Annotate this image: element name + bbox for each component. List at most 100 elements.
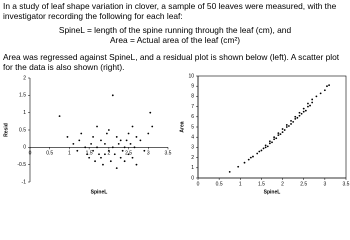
- y-tick-label: 9: [191, 84, 194, 90]
- data-point: [281, 128, 284, 130]
- data-point: [115, 167, 118, 170]
- definition: SpineL = length of the spine running thr…: [58, 25, 292, 35]
- data-point: [149, 111, 152, 114]
- data-point: [319, 92, 322, 95]
- data-point: [273, 136, 276, 139]
- data-point: [80, 132, 83, 135]
- y-tick-label: 5: [191, 124, 194, 130]
- y-tick-label: -1: [22, 179, 27, 185]
- data-point: [277, 132, 280, 135]
- definition: Area = Actual area of the leaf (cm²): [109, 35, 241, 45]
- data-point: [119, 156, 122, 159]
- y-tick-label: 0: [191, 175, 194, 181]
- y-tick-label: 0.5: [19, 127, 26, 133]
- data-point: [298, 114, 301, 117]
- data-point: [252, 155, 254, 158]
- data-point: [100, 139, 102, 142]
- x-tick-label: 0: [197, 181, 200, 187]
- data-point: [100, 156, 102, 159]
- y-tick-label: 1: [23, 110, 26, 116]
- x-tick-label: 2.5: [300, 181, 307, 187]
- data-point: [228, 170, 231, 173]
- data-point: [258, 150, 261, 153]
- data-point: [72, 142, 75, 145]
- y-tick-label: 3: [191, 145, 194, 151]
- data-point: [307, 102, 309, 105]
- y-tick-label: 10: [188, 73, 194, 79]
- data-point: [285, 126, 288, 128]
- data-point: [296, 116, 299, 119]
- x-tick-label: 0: [29, 151, 32, 157]
- data-point: [294, 117, 297, 120]
- data-point: [107, 149, 110, 152]
- data-point: [264, 146, 267, 149]
- x-tick-label: 0.5: [216, 181, 223, 187]
- data-point: [281, 131, 284, 133]
- data-point: [90, 142, 93, 145]
- y-axis-label: Resid: [3, 123, 9, 137]
- data-point: [78, 139, 81, 142]
- data-point: [237, 165, 240, 168]
- data-point: [86, 153, 89, 156]
- data-point: [277, 134, 280, 137]
- scatter-plot: 0 1 2 3 4 5 6 7 8 9 10 0 0.5 1 1.5 2 2.5 3 3.5 SpineL Area: [179, 73, 349, 195]
- data-point: [279, 133, 282, 136]
- data-point: [143, 149, 146, 152]
- x-tick-label: 1: [239, 181, 242, 187]
- data-point: [135, 136, 138, 138]
- data-point: [113, 153, 116, 156]
- y-tick-label: 2: [23, 75, 26, 81]
- data-point: [247, 158, 250, 161]
- data-point: [123, 146, 126, 149]
- data-point: [76, 149, 79, 152]
- data-point: [302, 107, 305, 110]
- data-point: [309, 104, 311, 107]
- data-point: [328, 84, 330, 87]
- y-tick-label: -0.5: [17, 162, 26, 168]
- data-point: [292, 121, 295, 123]
- data-point: [58, 115, 61, 118]
- intro-text: In a study of leaf shape variation in cl…: [3, 1, 337, 21]
- data-point: [104, 142, 106, 145]
- y-tick-label: 6: [191, 114, 194, 120]
- data-point: [268, 140, 271, 143]
- x-tick-label: 3.5: [165, 151, 172, 157]
- data-point: [88, 156, 91, 159]
- data-point: [151, 125, 154, 128]
- data-point: [117, 142, 120, 145]
- data-point: [288, 125, 290, 127]
- data-point: [115, 136, 118, 138]
- y-tick-label: 4: [191, 135, 194, 141]
- page: In a study of leaf shape variation in cl…: [3, 1, 350, 195]
- data-point: [98, 153, 100, 156]
- data-point: [127, 153, 130, 156]
- data-point: [123, 160, 126, 163]
- data-point: [131, 156, 134, 159]
- x-tick-label: 3: [147, 151, 150, 157]
- y-tick-label: 2: [191, 155, 194, 161]
- data-point: [326, 85, 328, 88]
- data-point: [111, 146, 114, 149]
- data-point: [256, 152, 259, 155]
- x-tick-label: 3: [323, 181, 326, 187]
- y-tick-label: 1.5: [19, 93, 26, 99]
- data-point: [96, 146, 98, 149]
- y-tick-label: 1: [191, 165, 194, 171]
- x-tick-label: 1: [68, 151, 71, 157]
- x-tick-label: 2: [107, 151, 110, 157]
- data-point: [127, 132, 130, 135]
- data-point: [92, 149, 94, 152]
- data-point: [298, 111, 301, 114]
- x-tick-label: 0.5: [46, 151, 53, 157]
- y-tick-label: 0: [23, 145, 26, 151]
- plot-frame: [197, 75, 347, 179]
- data-point: [304, 109, 307, 112]
- data-point: [283, 129, 286, 131]
- data-point: [275, 137, 278, 140]
- data-point: [107, 129, 110, 131]
- data-point: [133, 146, 136, 149]
- data-point: [66, 136, 69, 138]
- data-point: [273, 138, 276, 141]
- data-point: [104, 153, 106, 156]
- data-point: [311, 98, 314, 101]
